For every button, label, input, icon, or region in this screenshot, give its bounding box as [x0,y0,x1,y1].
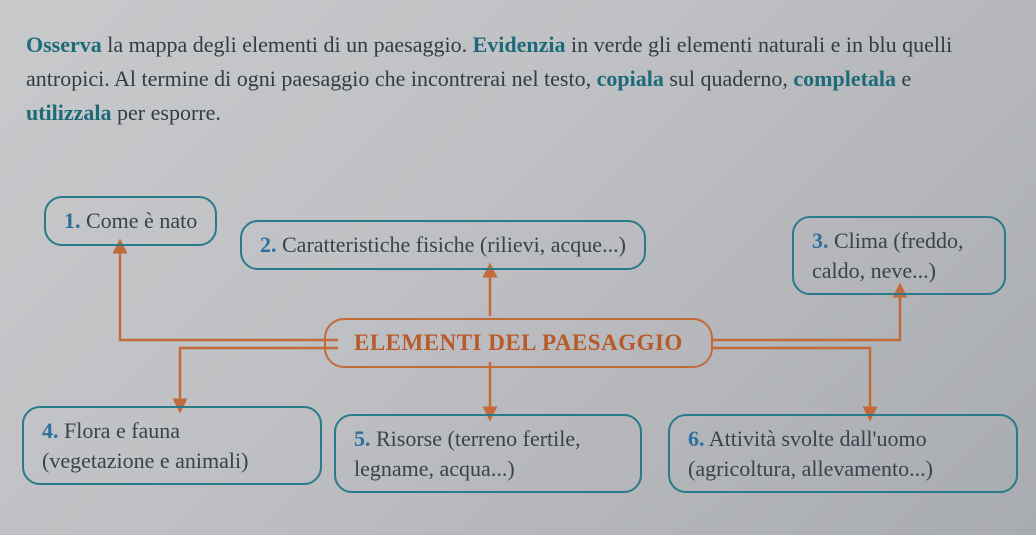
node-5-risorse: 5. Risorse (terreno fertile, legname, ac… [334,414,642,493]
center-node-elementi: ELEMENTI DEL PAESAGGIO [324,318,713,368]
instruction-text: Osserva la mappa degli elementi di un pa… [26,28,996,130]
node-text: Risorse (terreno fertile, [371,426,581,451]
node-text-line2: caldo, neve...) [812,258,936,283]
node-text-line2: (vegetazione e animali) [42,448,248,473]
node-number: 4. [42,418,59,443]
node-4-flora-fauna: 4. Flora e fauna (vegetazione e animali) [22,406,322,485]
node-text: Come è nato [81,208,198,233]
node-number: 6. [688,426,705,451]
node-number: 5. [354,426,371,451]
node-number: 3. [812,228,829,253]
node-2-caratteristiche: 2. Caratteristiche fisiche (rilievi, acq… [240,220,646,270]
node-text-line2: legname, acqua...) [354,456,515,481]
node-6-attivita: 6. Attività svolte dall'uomo (agricoltur… [668,414,1018,493]
center-label: ELEMENTI DEL PAESAGGIO [354,330,683,355]
node-text: Flora e fauna [59,418,181,443]
node-1-come-e-nato: 1. Come è nato [44,196,217,246]
node-text: Caratteristiche fisiche (rilievi, acque.… [277,232,626,257]
node-number: 2. [260,232,277,257]
node-text-line2: (agricoltura, allevamento...) [688,456,933,481]
node-text: Attività svolte dall'uomo [705,426,927,451]
node-text: Clima (freddo, [829,228,964,253]
node-number: 1. [64,208,81,233]
node-3-clima: 3. Clima (freddo, caldo, neve...) [792,216,1006,295]
